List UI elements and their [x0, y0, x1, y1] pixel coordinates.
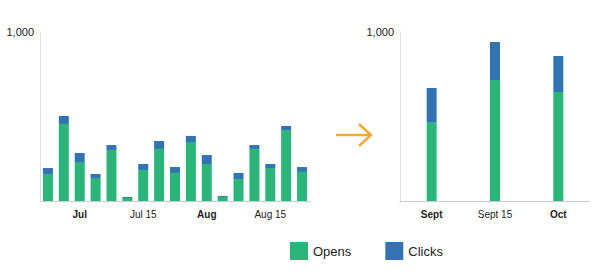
svg-text:Opens: Opens — [313, 244, 352, 259]
svg-text:Sept: Sept — [421, 209, 443, 220]
svg-text:Aug 15: Aug 15 — [254, 209, 286, 220]
svg-text:Oct: Oct — [550, 209, 567, 220]
svg-text:1,000: 1,000 — [6, 26, 34, 38]
svg-text:Aug: Aug — [197, 209, 216, 220]
svg-text:Sept 15: Sept 15 — [478, 209, 513, 220]
svg-text:Clicks: Clicks — [408, 244, 443, 259]
svg-text:Jul: Jul — [72, 209, 87, 220]
svg-text:Jul 15: Jul 15 — [130, 209, 157, 220]
svg-text:1,000: 1,000 — [366, 26, 394, 38]
